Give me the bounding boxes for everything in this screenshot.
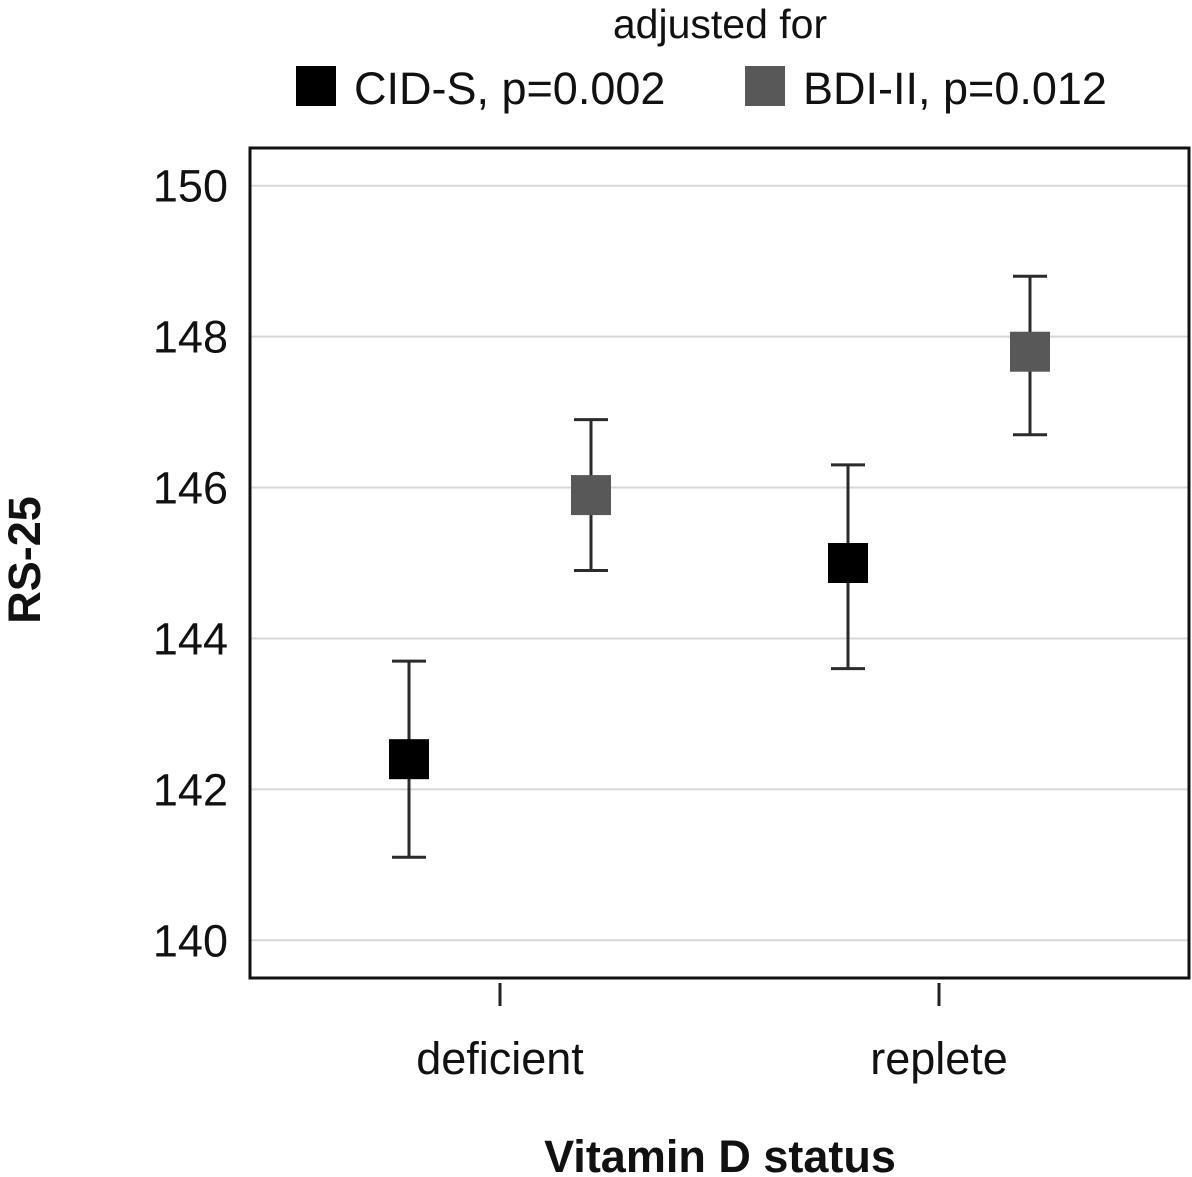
- y-tick-label: 140: [153, 915, 228, 966]
- x-tick-label-replete: replete: [870, 1033, 1008, 1084]
- legend-item-1: BDI-II, p=0.012: [745, 63, 1107, 114]
- x-axis-title: Vitamin D status: [544, 1131, 896, 1177]
- point-marker: [389, 739, 429, 780]
- gridlines: [250, 184, 1189, 942]
- point-1-replete: [1010, 274, 1050, 437]
- legend-item-0: CID-S, p=0.002: [296, 63, 665, 114]
- y-tick-label: 148: [153, 312, 228, 363]
- legend-title: adjusted for: [613, 1, 827, 47]
- point-0-replete: [828, 463, 868, 671]
- plot-frame: [248, 146, 1191, 980]
- point-marker: [1010, 331, 1050, 372]
- x-tick-label-deficient: deficient: [416, 1033, 584, 1084]
- legend-swatch: [296, 66, 336, 106]
- point-1-deficient: [571, 418, 611, 573]
- data-marks: [389, 274, 1050, 859]
- y-tick-label: 146: [153, 463, 228, 514]
- legend: CID-S, p=0.002 BDI-II, p=0.012: [296, 63, 1107, 114]
- x-axis: deficient replete: [416, 983, 1008, 1084]
- point-marker: [571, 475, 611, 516]
- point-0-deficient: [389, 659, 429, 859]
- y-axis: 140 142 144 146 148 150: [153, 161, 228, 967]
- y-tick-label: 144: [153, 613, 228, 664]
- y-tick-label: 150: [153, 161, 228, 212]
- y-tick-label: 142: [153, 764, 228, 815]
- y-axis-title: RS-25: [0, 496, 50, 624]
- legend-label: BDI-II, p=0.012: [803, 63, 1107, 114]
- point-marker: [828, 543, 868, 583]
- legend-label: CID-S, p=0.002: [354, 63, 665, 114]
- legend-swatch: [745, 66, 785, 106]
